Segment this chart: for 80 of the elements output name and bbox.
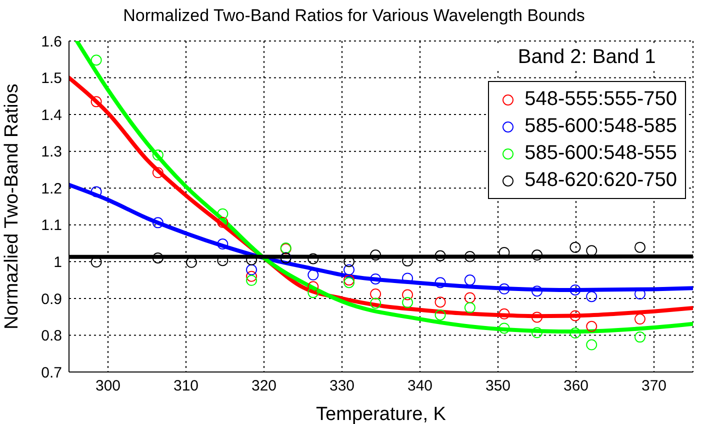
point bbox=[152, 217, 164, 228]
point bbox=[634, 314, 646, 325]
point bbox=[308, 287, 319, 298]
legend-label: 585-600:548-585 bbox=[524, 114, 677, 139]
point bbox=[498, 283, 510, 294]
y-tick-label: 1.6 bbox=[41, 33, 62, 50]
point bbox=[344, 274, 355, 286]
point bbox=[308, 269, 319, 280]
point bbox=[434, 309, 446, 320]
point bbox=[370, 298, 382, 309]
point bbox=[532, 312, 542, 323]
point bbox=[402, 289, 414, 300]
point bbox=[90, 96, 102, 108]
y-tick-label: 1.5 bbox=[41, 70, 62, 88]
point bbox=[152, 150, 164, 161]
point bbox=[532, 286, 542, 297]
y-tick-label: 1 bbox=[54, 254, 62, 271]
point bbox=[90, 186, 102, 198]
point bbox=[586, 245, 598, 256]
y-tick-label: 1.2 bbox=[41, 180, 62, 198]
point bbox=[308, 281, 319, 292]
point bbox=[464, 302, 476, 314]
point bbox=[370, 250, 382, 261]
legend-title: Band 2: Band 1 bbox=[488, 46, 686, 69]
point bbox=[152, 167, 164, 178]
point bbox=[152, 252, 164, 264]
chart-title: Normalized Two-Band Ratios for Various Wavelength Bounds bbox=[122, 6, 586, 26]
point bbox=[434, 250, 446, 262]
point bbox=[308, 253, 319, 264]
point bbox=[634, 242, 646, 253]
point bbox=[464, 251, 476, 262]
point bbox=[434, 296, 446, 308]
y-tick-label: 1.3 bbox=[41, 144, 62, 161]
point bbox=[246, 254, 258, 266]
legend-label: 548-620:620-750 bbox=[524, 168, 677, 193]
point bbox=[434, 277, 446, 288]
point bbox=[586, 320, 598, 332]
point bbox=[570, 310, 581, 322]
x-tick-label: 320 bbox=[251, 378, 277, 395]
point bbox=[217, 208, 228, 220]
point bbox=[464, 274, 476, 286]
x-tick-label: 300 bbox=[95, 378, 121, 395]
point bbox=[464, 292, 476, 304]
point bbox=[217, 216, 228, 228]
legend-label: 548-555:555-750 bbox=[524, 87, 677, 112]
y-tick-label: 1.1 bbox=[41, 217, 62, 234]
y-axis-title: Normazlied Two-Band Ratios bbox=[2, 84, 23, 330]
x-tick-label: 310 bbox=[173, 378, 199, 395]
y-tick-label: 1.4 bbox=[41, 106, 62, 124]
point bbox=[634, 332, 646, 343]
point bbox=[532, 250, 542, 261]
x-tick-label: 350 bbox=[485, 378, 511, 395]
y-tick-label: 0.8 bbox=[41, 328, 62, 345]
point bbox=[344, 277, 355, 288]
point bbox=[586, 339, 598, 350]
y-tick-label: 0.7 bbox=[41, 364, 62, 382]
point bbox=[217, 238, 228, 250]
x-axis-title: Temperature, K bbox=[316, 404, 446, 424]
point bbox=[498, 322, 510, 334]
point bbox=[344, 264, 355, 276]
point bbox=[586, 291, 598, 302]
point bbox=[498, 308, 510, 320]
point bbox=[570, 242, 581, 253]
point bbox=[90, 54, 102, 66]
point bbox=[532, 327, 542, 338]
point bbox=[570, 328, 581, 339]
x-tick-label: 340 bbox=[407, 378, 433, 395]
point bbox=[402, 296, 414, 308]
point bbox=[570, 284, 581, 296]
point bbox=[370, 288, 382, 300]
legend-label: 585-600:548-555 bbox=[524, 141, 677, 166]
y-tick-label: 0.9 bbox=[41, 290, 62, 308]
point bbox=[246, 274, 258, 286]
point bbox=[246, 264, 258, 276]
point bbox=[402, 272, 414, 284]
x-tick-label: 370 bbox=[641, 378, 667, 395]
x-tick-label: 360 bbox=[563, 378, 589, 395]
point bbox=[246, 270, 258, 282]
x-tick-label: 330 bbox=[329, 378, 355, 395]
point bbox=[370, 273, 382, 284]
